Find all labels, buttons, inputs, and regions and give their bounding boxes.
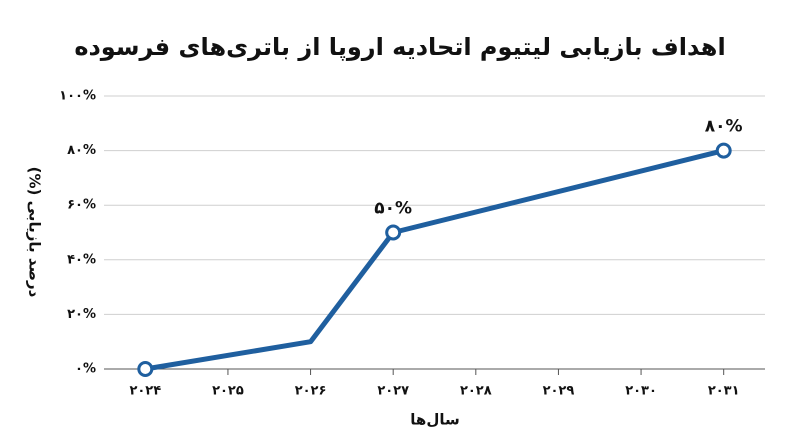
y-tick-label: ۱۰۰% (59, 89, 96, 104)
y-tick-label: ۶۰% (67, 198, 96, 213)
chart-title: اهداف بازیابی لیتیوم اتحادیه اروپا از با… (74, 33, 725, 61)
x-tick-label: ۲۰۳۰ (625, 384, 657, 399)
y-tick-label: ۰% (75, 362, 96, 377)
y-tick-label: ۸۰% (67, 143, 96, 158)
x-tick-label: ۲۰۲۷ (377, 384, 409, 399)
x-tick-label: ۲۰۳۱ (708, 384, 740, 399)
data-label: ۸۰% (705, 117, 743, 137)
data-label: ۵۰% (374, 199, 412, 219)
y-tick-label: ۲۰% (67, 307, 96, 322)
x-tick-label: ۲۰۲۴ (129, 384, 161, 399)
y-tick-label: ۴۰% (67, 252, 96, 267)
line (144, 148, 725, 372)
x-tick-label: ۲۰۲۵ (212, 384, 244, 399)
point-marker (137, 361, 154, 377)
x-tick-label: ۲۰۲۶ (295, 384, 327, 399)
point-marker (385, 224, 402, 241)
x-tick-label: ۲۰۲۹ (543, 384, 575, 399)
point-marker (715, 142, 732, 159)
x-tick-label: ۲۰۲۸ (460, 384, 492, 399)
x-axis-label: سال‌ها (410, 411, 459, 429)
y-axis-label: درصد بازیابی (%) (26, 167, 44, 298)
